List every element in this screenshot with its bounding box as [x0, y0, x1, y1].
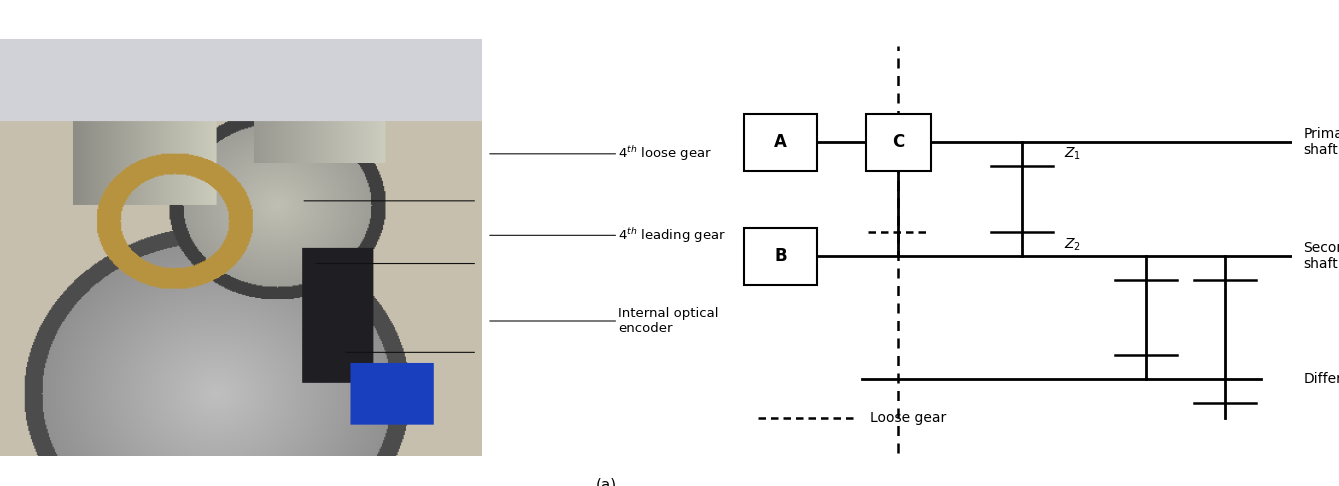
Text: $Z_2$: $Z_2$	[1065, 236, 1082, 253]
FancyBboxPatch shape	[744, 114, 817, 171]
Text: Primary
shaft: Primary shaft	[1303, 127, 1339, 157]
Text: (a): (a)	[596, 478, 616, 486]
Text: A: A	[774, 133, 787, 152]
FancyBboxPatch shape	[744, 227, 817, 284]
Text: B: B	[774, 247, 787, 265]
Text: C: C	[892, 133, 905, 152]
Text: $Z_1$: $Z_1$	[1065, 146, 1082, 162]
Text: Differential: Differential	[1303, 372, 1339, 385]
Text: Loose gear: Loose gear	[870, 411, 947, 425]
Text: 4$^{th}$ leading gear: 4$^{th}$ leading gear	[490, 226, 726, 245]
Text: Internal optical
encoder: Internal optical encoder	[490, 307, 719, 335]
FancyBboxPatch shape	[866, 114, 931, 171]
Text: Secondary
shaft: Secondary shaft	[1303, 241, 1339, 271]
Text: 4$^{th}$ loose gear: 4$^{th}$ loose gear	[490, 144, 712, 163]
